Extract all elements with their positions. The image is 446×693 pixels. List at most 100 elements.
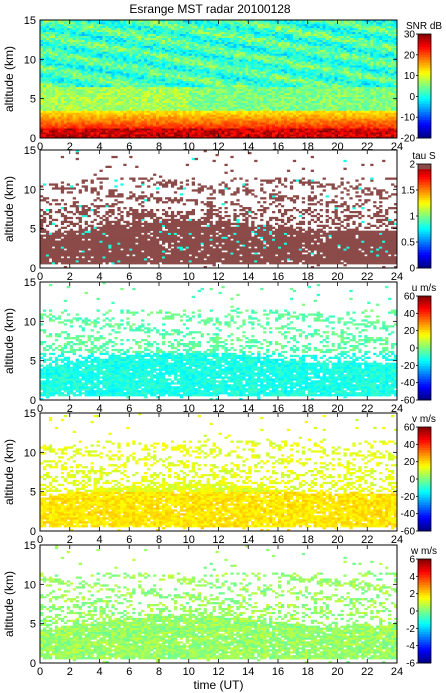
heatmap-cell	[66, 45, 71, 48]
heatmap-cell	[254, 20, 258, 23]
heatmap-cell	[45, 100, 50, 103]
heatmap-cell	[117, 82, 121, 86]
heatmap-cell	[236, 43, 240, 46]
heatmap-cell	[51, 29, 56, 33]
heatmap-cell	[40, 73, 44, 76]
heatmap-cell	[209, 84, 213, 88]
heatmap-cell	[200, 25, 204, 29]
heatmap-cell	[260, 88, 264, 92]
heatmap-cell	[159, 100, 163, 103]
heatmap-cell	[156, 71, 160, 74]
heatmap-cell	[117, 120, 121, 123]
heatmap-cell	[227, 47, 231, 50]
heatmap-cell	[63, 35, 68, 38]
heatmap-cell	[209, 45, 213, 48]
heatmap-cell	[126, 128, 130, 131]
heatmap-cell	[230, 49, 234, 52]
heatmap-cell	[48, 77, 53, 80]
heatmap-cell	[45, 61, 50, 64]
heatmap-cell	[84, 69, 88, 72]
heatmap-cell	[257, 124, 261, 127]
heatmap-cell	[129, 122, 133, 125]
heatmap-cell	[51, 61, 56, 64]
heatmap-cell	[60, 65, 65, 68]
heatmap-cell	[132, 128, 136, 131]
heatmap-cell	[123, 45, 127, 48]
heatmap-cell	[69, 130, 74, 133]
heatmap-cell	[81, 49, 85, 52]
heatmap-cell	[51, 57, 56, 60]
heatmap-cell	[203, 132, 207, 135]
heatmap-cell	[257, 98, 261, 101]
heatmap-cell	[60, 112, 65, 115]
heatmap-cell	[42, 118, 47, 121]
heatmap-cell	[206, 51, 210, 54]
heatmap-cell	[260, 45, 264, 48]
heatmap-cell	[147, 128, 151, 131]
heatmap-cell	[260, 114, 264, 117]
heatmap-cell	[263, 53, 267, 56]
heatmap-cell	[212, 71, 216, 74]
heatmap-cell	[153, 25, 157, 29]
heatmap-cell	[93, 33, 97, 37]
heatmap-cell	[280, 82, 285, 86]
heatmap-cell	[111, 92, 115, 96]
heatmap-cell	[272, 27, 276, 31]
heatmap-cell	[221, 94, 225, 97]
heatmap-cell	[66, 20, 71, 23]
heatmap-cell	[117, 90, 121, 94]
heatmap-cell	[135, 122, 139, 125]
heatmap-cell	[224, 77, 228, 80]
heatmap-cell	[161, 45, 166, 48]
heatmap-cell	[164, 132, 169, 135]
heatmap-cell	[120, 53, 124, 56]
heatmap-cell	[105, 29, 109, 33]
heatmap-cell	[138, 75, 142, 78]
heatmap-cell	[272, 63, 276, 66]
heatmap-cell	[138, 86, 142, 90]
heatmap-cell	[164, 43, 169, 46]
heatmap-cell	[51, 110, 56, 113]
heatmap-cell	[173, 21, 178, 25]
heatmap-cell	[161, 98, 166, 101]
heatmap-cell	[194, 53, 198, 56]
heatmap-cell	[263, 51, 267, 54]
heatmap-cell	[78, 86, 82, 90]
heatmap-cell	[245, 47, 249, 50]
heatmap-cell	[283, 96, 288, 99]
heatmap-cell	[260, 134, 264, 137]
heatmap-cell	[227, 59, 231, 62]
heatmap-cell	[206, 86, 210, 90]
heatmap-cell	[63, 124, 68, 127]
heatmap-cell	[197, 45, 201, 48]
heatmap-cell	[182, 84, 187, 88]
heatmap-cell	[84, 104, 88, 107]
heatmap-cell	[126, 134, 130, 137]
heatmap-cell	[176, 92, 181, 96]
heatmap-cell	[60, 84, 65, 88]
heatmap-cell	[99, 80, 103, 84]
heatmap-cell	[188, 69, 193, 72]
heatmap-cell	[167, 80, 172, 84]
heatmap-cell	[185, 55, 190, 58]
heatmap-cell	[132, 126, 136, 129]
heatmap-cell	[179, 88, 184, 92]
heatmap-cell	[84, 53, 88, 56]
heatmap-cell	[209, 55, 213, 58]
heatmap-cell	[147, 29, 151, 33]
heatmap-cell	[117, 35, 121, 38]
heatmap-cell	[153, 33, 157, 37]
heatmap-cell	[212, 128, 216, 131]
heatmap-cell	[251, 94, 255, 97]
heatmap-cell	[263, 128, 267, 131]
heatmap-cell	[105, 120, 109, 123]
heatmap-cell	[126, 92, 130, 96]
heatmap-cell	[132, 118, 136, 121]
heatmap-cell	[78, 96, 82, 99]
heatmap-cell	[84, 120, 88, 123]
heatmap-cell	[147, 33, 151, 37]
heatmap-cell	[102, 57, 106, 60]
heatmap-cell	[260, 37, 264, 40]
heatmap-cell	[206, 120, 210, 123]
heatmap-cell	[233, 96, 237, 99]
